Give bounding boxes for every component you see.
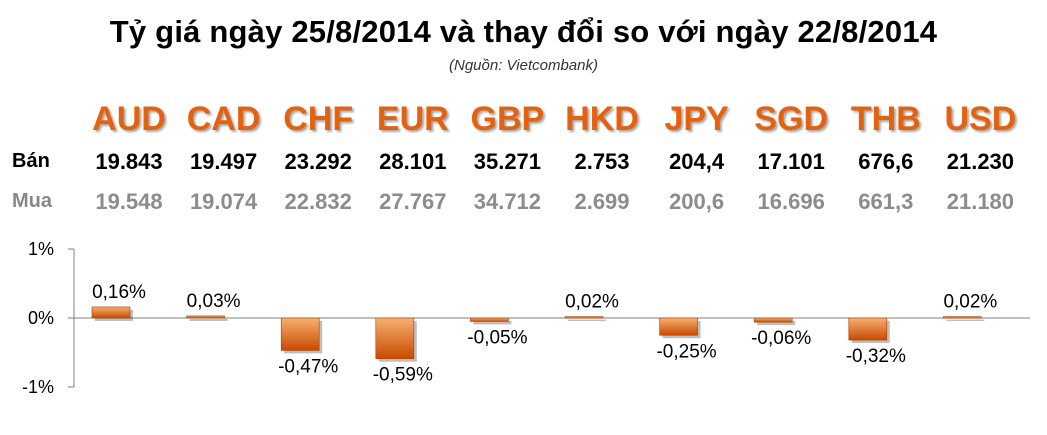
buy-rate: 21.180 bbox=[946, 189, 1015, 214]
data-label: -0,05% bbox=[467, 327, 527, 348]
data-label: -0,59% bbox=[373, 365, 433, 386]
buy-rate: 2.699 bbox=[574, 189, 630, 214]
row-label-sell: Bán bbox=[12, 150, 50, 172]
currency-code: HKD bbox=[565, 100, 639, 138]
sell-rate: 23.292 bbox=[284, 149, 352, 174]
data-label: 0,03% bbox=[187, 291, 241, 312]
data-label: -0,25% bbox=[656, 341, 716, 362]
buy-rate: 34.712 bbox=[473, 189, 542, 214]
currency-code: USD bbox=[944, 100, 1017, 138]
buy-rate: 16.696 bbox=[757, 189, 825, 214]
sell-rate: 676,6 bbox=[858, 149, 914, 174]
data-label: 0,02% bbox=[943, 292, 997, 313]
sell-rate: 35.271 bbox=[473, 149, 542, 174]
sell-rate: 19.497 bbox=[189, 149, 258, 174]
bar bbox=[280, 317, 320, 351]
currency-code: JPY bbox=[664, 100, 729, 138]
currency-code: GBP bbox=[470, 100, 545, 138]
currency-code: CAD bbox=[186, 100, 261, 138]
bar-shadow bbox=[568, 319, 606, 322]
bar-shadow bbox=[189, 318, 228, 321]
chart-source: (Nguồn: Vietcombank) bbox=[449, 57, 598, 74]
data-label: -0,47% bbox=[278, 356, 338, 377]
sell-rate: 21.230 bbox=[946, 149, 1015, 174]
bar bbox=[91, 306, 131, 319]
sell-rate: 2.753 bbox=[574, 149, 630, 174]
row-label-buy: Mua bbox=[12, 190, 52, 212]
bar bbox=[470, 317, 509, 322]
bar bbox=[943, 316, 982, 319]
chart-title: Tỷ giá ngày 25/8/2014 và thay đổi so với… bbox=[109, 14, 938, 49]
buy-rate: 19.548 bbox=[95, 189, 163, 214]
buy-rate: 27.767 bbox=[379, 189, 447, 214]
bar bbox=[848, 317, 888, 341]
data-label: 0,16% bbox=[92, 282, 146, 303]
y-tick-label: 0% bbox=[28, 308, 54, 328]
bar-shadow bbox=[946, 319, 985, 322]
data-label: 0,02% bbox=[565, 292, 619, 313]
data-label: -0,06% bbox=[751, 328, 811, 349]
y-tick-label: 1% bbox=[28, 239, 54, 259]
buy-rate: 661,3 bbox=[858, 189, 914, 214]
sell-rate: 204,4 bbox=[669, 149, 725, 174]
sell-rate: 17.101 bbox=[757, 149, 825, 174]
data-label: -0,32% bbox=[846, 346, 906, 367]
bar-shadow bbox=[757, 321, 796, 326]
bar bbox=[659, 317, 698, 336]
buy-rate: 200,6 bbox=[669, 189, 725, 214]
currency-code: AUD bbox=[92, 100, 166, 138]
y-tick-label: -1% bbox=[22, 377, 54, 397]
bar bbox=[186, 315, 225, 319]
buy-rate: 19.074 bbox=[189, 189, 258, 214]
currency-code: EUR bbox=[376, 100, 449, 138]
bar bbox=[564, 316, 604, 319]
currency-code: SGD bbox=[754, 100, 829, 138]
sell-rate: 19.843 bbox=[95, 149, 163, 174]
bar bbox=[753, 317, 793, 323]
currency-code: THB bbox=[850, 100, 921, 138]
currency-code: CHF bbox=[283, 100, 354, 138]
bar-shadow bbox=[473, 321, 512, 325]
sell-rate: 28.101 bbox=[379, 149, 447, 174]
buy-rate: 22.832 bbox=[284, 189, 352, 214]
bar bbox=[375, 317, 415, 360]
